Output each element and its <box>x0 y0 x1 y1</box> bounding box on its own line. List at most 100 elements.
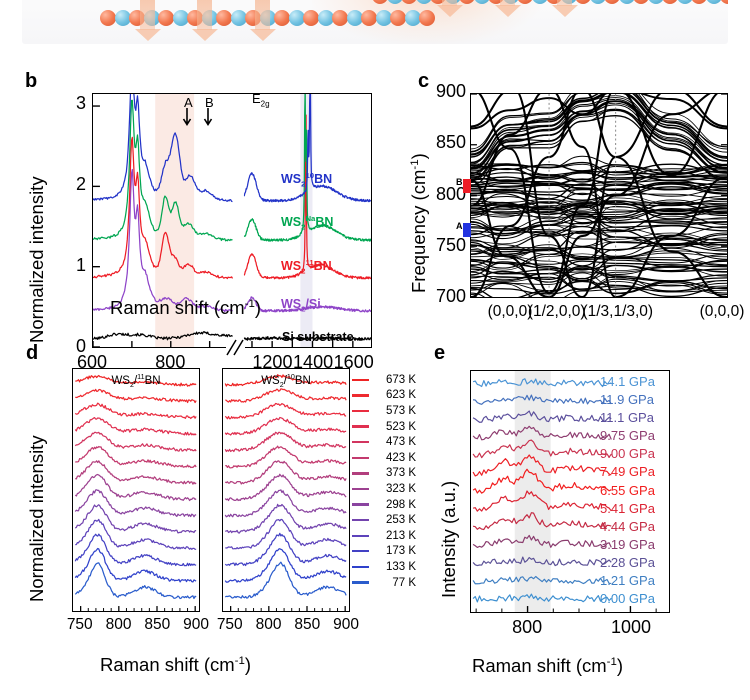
phonon-arrow-icon <box>191 0 218 41</box>
panel-b-marker-A-label: A <box>184 95 193 110</box>
legend-label: 253 K <box>385 514 416 527</box>
atom-boron <box>332 10 348 26</box>
panel-b-ytick: 2 <box>75 174 86 195</box>
legend-color-swatch <box>352 581 369 584</box>
legend-item[interactable]: 673 K <box>352 372 424 388</box>
legend-color-swatch <box>352 503 369 506</box>
panel-d-xtick: 800 <box>255 616 282 633</box>
panel-c-xtick: (1/3,1/3,0) <box>582 303 654 320</box>
panel-b-ytick: 1 <box>75 255 86 276</box>
atom-boron <box>720 0 728 4</box>
panel-e-pressure-label: 11.9 GPa <box>600 392 654 408</box>
legend-item[interactable]: 323 K <box>352 481 424 497</box>
legend-item[interactable]: 298 K <box>352 497 424 513</box>
panel-d-subtitle-11bn: WS2/11BN <box>111 373 161 390</box>
panel-d-plot-area-11bn <box>72 368 200 612</box>
atom-boron <box>274 10 290 26</box>
panel-c-xtick: (0,0,0) <box>699 303 745 320</box>
panel-d-ylabel: Normalized intensity <box>26 435 47 602</box>
atom-nitrogen <box>288 10 305 26</box>
panel-b-axis-break-icon <box>226 339 245 356</box>
panel-d-xlabel: Raman shift (cm-1) <box>100 654 252 675</box>
panel-c: c Frequency (cm-1) 700 750 800 850 900 (0,0,… <box>400 70 750 325</box>
phonon-arrow-icon <box>249 0 276 41</box>
legend-item[interactable]: 253 K <box>352 512 424 528</box>
panel-e-ylabel: Intensity (a.u.) <box>438 480 459 598</box>
panel-e-xlabel: Raman shift (cm-1) <box>472 655 624 676</box>
panel-d-xtick: 900 <box>183 616 210 633</box>
legend-item[interactable]: 423 K <box>352 450 424 466</box>
panel-a: 10BN(11BN) Phonon <box>22 0 728 44</box>
panel-d: d Normalized intensity WS2/11BN WS2/10BN… <box>0 340 430 700</box>
panel-b-xtick: 600 <box>76 352 108 372</box>
panel-e-pressure-label: 3.19 GPa <box>600 536 655 552</box>
panel-d-xtick: 800 <box>105 616 132 633</box>
panel-b-xtick: 1200 <box>252 352 293 372</box>
atom-boron <box>390 10 406 26</box>
atom-nitrogen <box>647 0 664 4</box>
atom-boron <box>691 0 707 4</box>
legend-item[interactable]: 213 K <box>352 528 424 544</box>
panel-e-pressure-label: 14.1 GPa <box>600 374 655 389</box>
phonon-arrow-icon <box>551 0 578 17</box>
legend-item[interactable]: 133 K <box>352 559 424 575</box>
panel-e-pressure-label: 1.21 GPa <box>600 572 655 588</box>
legend-label: 473 K <box>385 436 416 449</box>
legend-item[interactable]: 473 K <box>352 434 424 450</box>
atom-boron <box>459 0 475 4</box>
legend-color-swatch <box>352 425 369 428</box>
legend-item[interactable]: 173 K <box>352 544 424 560</box>
panel-b-plot-area <box>92 93 372 348</box>
legend-item[interactable]: 373 K <box>352 466 424 482</box>
panel-c-marker-b-label: B <box>456 177 463 188</box>
panel-c-plot-area <box>470 93 728 298</box>
atom-boron <box>430 0 446 4</box>
legend-item[interactable]: 623 K <box>352 388 424 404</box>
atom-boron <box>575 0 591 4</box>
atom-boron <box>662 0 678 4</box>
panel-c-ylabel: Frequency (cm-1) <box>408 153 429 293</box>
panel-c-ytick: 800 <box>435 183 466 204</box>
phonon-arrow-icon <box>436 0 463 17</box>
legend-label: 77 K <box>392 576 416 589</box>
panel-b-curve-label-ws2-si: WS2/Si <box>281 297 321 314</box>
panel-d-xtick: 750 <box>216 616 243 633</box>
panel-c-marker-a <box>463 223 471 238</box>
panel-b-xtick: 800 <box>155 352 186 372</box>
atom-nitrogen <box>317 10 334 26</box>
atom-boron <box>488 0 504 4</box>
atom-nitrogen <box>404 10 421 26</box>
legend-color-swatch <box>352 456 369 459</box>
atom-boron <box>361 10 377 26</box>
atom-nitrogen <box>676 0 693 4</box>
panel-e-xtick: 800 <box>512 617 543 637</box>
panel-c-marker-a-label: A <box>456 221 463 232</box>
panel-e-plot-area <box>470 370 670 613</box>
atom-boron <box>633 0 649 4</box>
atom-boron <box>517 0 533 4</box>
legend-label: 323 K <box>385 482 416 495</box>
legend-color-swatch <box>352 534 369 537</box>
panel-e-pressure-label: 4.44 GPa <box>600 518 655 534</box>
panel-c-xtick: (1/2,0,0) <box>527 303 586 320</box>
panel-b: b Normalized intensity 0 1 2 3 600 800 1200 14… <box>0 70 400 372</box>
legend-item[interactable]: 573 K <box>352 403 424 419</box>
atom-nitrogen <box>589 0 606 4</box>
legend-label: 133 K <box>385 560 416 573</box>
legend-item[interactable]: 77 K <box>352 575 424 591</box>
atom-boron <box>216 10 232 26</box>
atom-nitrogen <box>114 10 131 26</box>
panel-e-xtick: 1000 <box>611 617 652 637</box>
panel-b-ytick: 0 <box>75 336 86 356</box>
legend-color-swatch <box>352 487 369 491</box>
panel-e-pressure-label: 6.55 GPa <box>600 482 655 498</box>
atom-nitrogen <box>415 0 432 4</box>
legend-item[interactable]: 523 K <box>352 419 424 435</box>
panel-b-curve-label-ws2-nabn: WS2NaBN <box>281 214 334 232</box>
atom-nitrogen <box>473 0 490 4</box>
panel-e: e Intensity (a.u.) 0.00 GPa 1.21 GPa 2.28 … <box>430 340 750 700</box>
panel-b-xtick: 1400 <box>293 352 334 372</box>
legend-color-swatch <box>352 441 369 444</box>
panel-d-letter: d <box>26 342 39 364</box>
